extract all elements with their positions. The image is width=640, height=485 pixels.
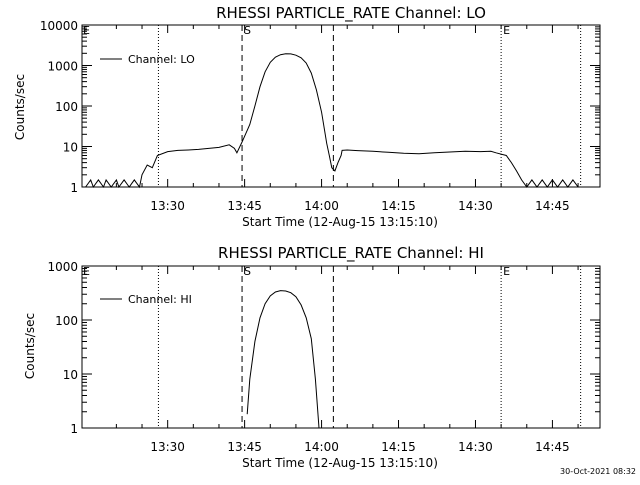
lo-channel-panel: RHESSI PARTICLE_RATE Channel: LO Counts/s… xyxy=(13,4,601,229)
x-tick-label: 14:30 xyxy=(458,440,493,454)
x-tick-label: 14:15 xyxy=(381,440,416,454)
y-tick-label: 1000 xyxy=(47,260,78,274)
x-tick-label: 14:45 xyxy=(535,440,570,454)
end-marker-label: E xyxy=(503,24,510,37)
x-tick-label: 14:15 xyxy=(381,199,416,213)
y-tick-label: 10 xyxy=(63,141,78,155)
x-tick-label: 13:30 xyxy=(150,199,185,213)
start-marker-label: S xyxy=(244,265,251,278)
y-tick-label: 100 xyxy=(55,314,78,328)
series-line xyxy=(246,290,320,429)
y-tick-label: 1000 xyxy=(47,60,78,74)
end-marker-label: E xyxy=(503,265,510,278)
x-tick-label: 13:45 xyxy=(227,440,262,454)
x-tick-label: 14:00 xyxy=(304,199,339,213)
x-tick-label: 13:30 xyxy=(150,440,185,454)
y-axis-label: Counts/sec xyxy=(13,74,27,140)
plot-frame xyxy=(81,265,601,429)
y-tick-label: 10000 xyxy=(40,19,78,33)
x-axis-label: Start Time (12-Aug-15 13:15:10) xyxy=(242,215,438,229)
x-tick-label: 14:30 xyxy=(458,199,493,213)
y-tick-label: 1 xyxy=(70,181,78,195)
x-tick-label: 14:45 xyxy=(535,199,570,213)
hi-channel-panel: RHESSI PARTICLE_RATE Channel: HI Counts/s… xyxy=(23,244,601,470)
chart-title: RHESSI PARTICLE_RATE Channel: HI xyxy=(218,244,484,263)
x-tick-label: 13:45 xyxy=(227,199,262,213)
start-marker-label: S xyxy=(244,24,251,37)
legend-label: Channel: LO xyxy=(128,53,195,66)
x-axis-label: Start Time (12-Aug-15 13:15:10) xyxy=(242,456,438,470)
legend-label: Channel: HI xyxy=(128,293,192,306)
plot-frame xyxy=(81,24,601,188)
corner-marker-label: E xyxy=(83,24,90,37)
y-axis-label: Counts/sec xyxy=(23,313,37,379)
series-line xyxy=(85,53,579,189)
x-tick-label: 14:00 xyxy=(304,440,339,454)
chart-title: RHESSI PARTICLE_RATE Channel: LO xyxy=(216,4,486,23)
corner-marker-label: E xyxy=(83,265,90,278)
y-tick-label: 10 xyxy=(63,368,78,382)
y-tick-label: 1 xyxy=(70,422,78,436)
generation-timestamp: 30-Oct-2021 08:32 xyxy=(560,467,636,476)
y-tick-label: 100 xyxy=(55,100,78,114)
